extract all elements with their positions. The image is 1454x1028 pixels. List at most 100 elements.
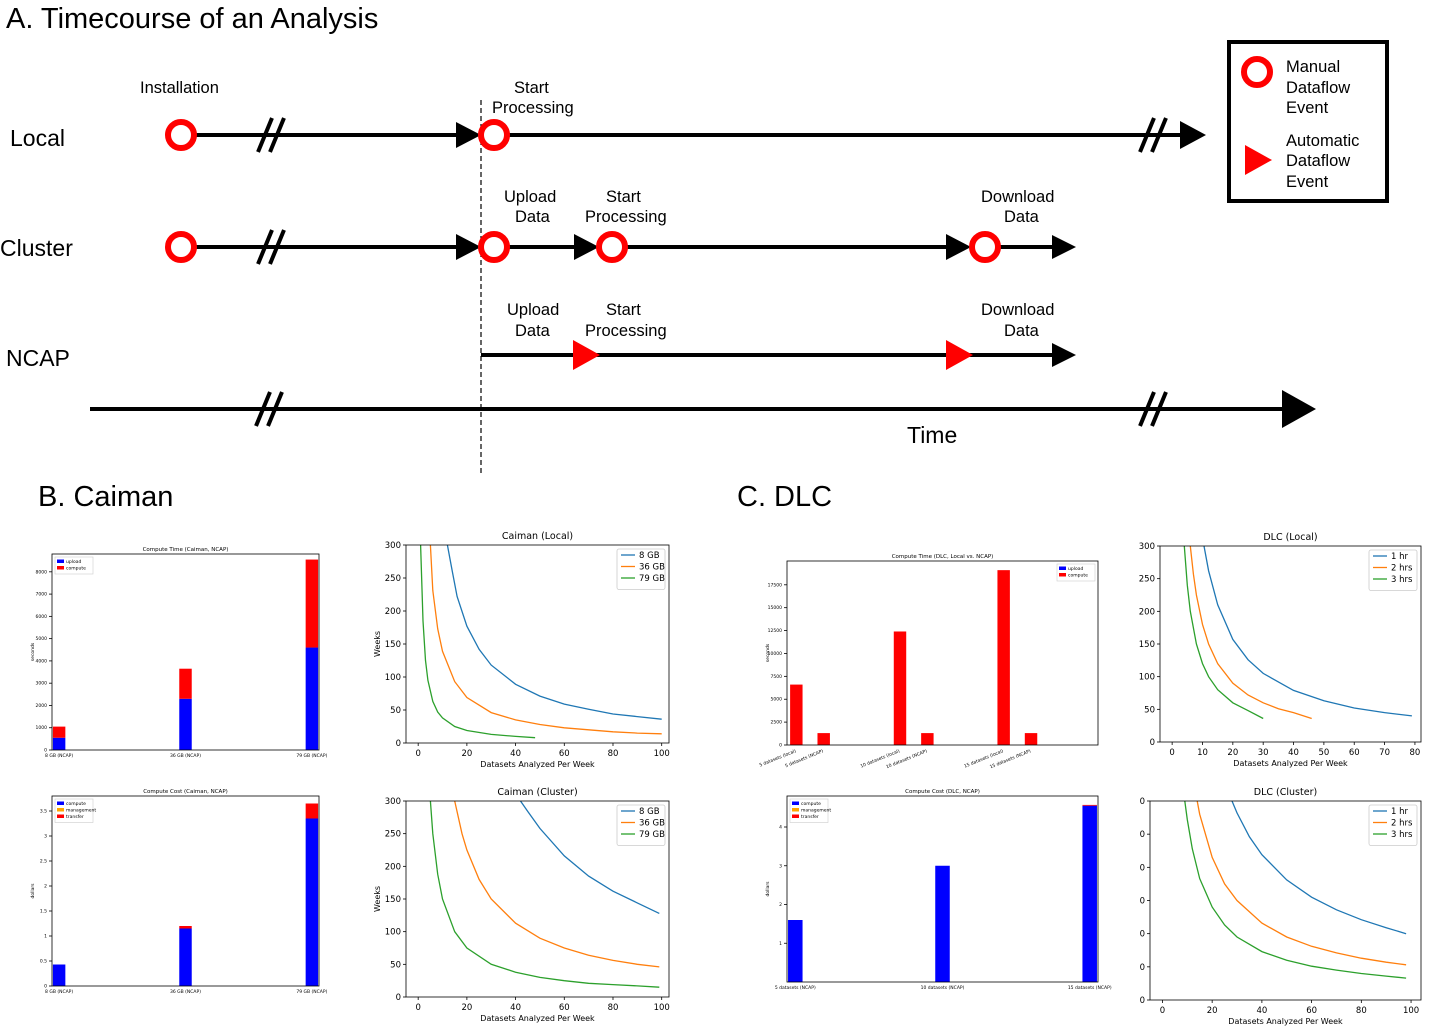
arrow-icon xyxy=(1052,343,1076,367)
legend-swatch xyxy=(792,801,799,805)
event-upload: Upload xyxy=(507,301,559,319)
legend-box xyxy=(789,798,829,823)
chart-title: Compute Time (Caiman, NCAP) xyxy=(143,547,229,553)
x-tick-label: 70 xyxy=(1379,748,1390,758)
plot-frame xyxy=(51,553,320,751)
timeline-legend xyxy=(1227,40,1389,203)
event-installation: Installation xyxy=(140,79,219,97)
x-tick-label: 79 GB (NCAP) xyxy=(296,989,327,995)
arrow-icon xyxy=(456,122,481,148)
x-tick-label: 10 xyxy=(1197,748,1208,758)
x-tick-label: 100 xyxy=(654,1003,670,1013)
bar-compute xyxy=(52,964,66,986)
bar-upload xyxy=(305,647,319,750)
break-mark-icon xyxy=(256,229,286,265)
bar-compute xyxy=(935,865,950,982)
bar-compute xyxy=(997,570,1010,745)
arrow-icon xyxy=(1052,235,1076,259)
legend-box xyxy=(1368,804,1418,846)
event-download: Download xyxy=(981,188,1054,206)
y-tick-label: 150 xyxy=(1139,640,1155,650)
plot-frame xyxy=(51,795,320,987)
legend-automatic-2: Dataflow xyxy=(1286,152,1350,170)
x-tick-label: 0 xyxy=(415,749,420,759)
event-processing: Processing xyxy=(492,99,574,117)
x-tick-label: 80 xyxy=(608,1003,619,1013)
x-tick-label: 40 xyxy=(510,749,521,759)
legend-label: 2 hrs xyxy=(1391,564,1413,574)
legend-swatch xyxy=(792,814,799,818)
y-tick-label: 300 xyxy=(385,797,401,807)
series-line-8-GB xyxy=(519,801,660,914)
event-data: Data xyxy=(515,208,551,226)
y-axis-label: Weeks xyxy=(373,631,382,657)
y-tick-label: 200 xyxy=(385,862,401,872)
bar-compute xyxy=(790,684,803,745)
y-tick-label: 0 xyxy=(779,743,782,749)
legend-label: 3 hrs xyxy=(1391,575,1413,585)
legend-label: 1 hr xyxy=(1391,552,1408,562)
y-tick-label: 150 xyxy=(385,640,401,650)
legend-label: transfer xyxy=(801,814,819,820)
series-line-79-GB xyxy=(419,545,536,739)
legend-label: 8 GB xyxy=(639,807,660,817)
y-tick-label: 1000 xyxy=(36,725,48,731)
legend-label: management xyxy=(801,808,831,814)
x-tick-label: 15 datasets (NCAP) xyxy=(1068,985,1112,991)
manual-event-icon xyxy=(969,231,1001,263)
bar-compute xyxy=(179,668,192,699)
bar-compute xyxy=(52,726,66,738)
panel-b-title: B. Caiman xyxy=(38,481,173,513)
x-axis-label: Datasets Analyzed Per Week xyxy=(480,1014,595,1023)
bar-compute xyxy=(179,928,192,986)
y-tick-label: 250 xyxy=(385,574,401,584)
y-tick-label: 300 xyxy=(385,541,401,551)
y-tick-label: 7000 xyxy=(36,592,48,598)
bar-transfer xyxy=(1082,804,1097,806)
y-tick-label: 50 xyxy=(1144,705,1155,715)
x-tick-label: 8 GB (NCAP) xyxy=(45,989,73,995)
legend-label: transfer xyxy=(66,814,84,820)
legend-manual-1: Manual xyxy=(1286,58,1340,76)
legend-label: 36 GB xyxy=(639,819,665,829)
event-start: Start xyxy=(606,301,641,319)
x-tick-label: 40 xyxy=(1256,1006,1267,1016)
panel-a-title: A. Timecourse of an Analysis xyxy=(6,3,378,35)
y-tick-label: 10000 xyxy=(768,651,782,657)
break-mark-icon xyxy=(256,117,286,153)
bar-compute xyxy=(305,559,319,648)
manual-event-icon xyxy=(478,119,510,151)
dlc-local-chart: DLC (Local) 0 50 100 150 200 250 300 0 10 20 30 40 50… xyxy=(1139,532,1422,768)
bar-transfer xyxy=(179,926,192,929)
x-tick-label: 79 GB (NCAP) xyxy=(296,753,327,759)
manual-event-icon xyxy=(165,119,197,151)
automatic-event-icon xyxy=(1245,145,1272,175)
y-tick-label: 0 xyxy=(1150,738,1155,748)
y-tick-label: 50 xyxy=(390,706,401,716)
x-tick-label: 10 datasets (NCAP) xyxy=(921,985,965,991)
y-tick-label: 4 xyxy=(779,825,782,831)
y-axis-label: Weeks xyxy=(373,886,382,912)
chart-title: Compute Cost (Caiman, NCAP) xyxy=(143,789,228,795)
arrow-icon xyxy=(574,234,599,260)
event-data: Data xyxy=(1004,208,1040,226)
plot-frame xyxy=(1149,800,1422,1001)
legend-label: upload xyxy=(66,559,81,565)
bar-compute xyxy=(921,733,934,745)
caiman-local-chart: Caiman (Local) 0 50 100 150 200 250 300 Weeks 0 20… xyxy=(373,531,670,769)
legend-swatch xyxy=(57,566,64,570)
chart-title: Compute Time (DLC, Local vs. NCAP) xyxy=(892,554,994,560)
chart-title: Caiman (Cluster) xyxy=(497,787,577,798)
y-tick-label: 3 xyxy=(779,863,782,869)
x-axis-label: Datasets Analyzed Per Week xyxy=(1233,759,1348,768)
y-tick-label: 50 xyxy=(390,960,401,970)
x-tick-label: 36 GB (NCAP) xyxy=(170,753,201,759)
x-tick-label: 40 xyxy=(1288,748,1299,758)
time-axis xyxy=(90,390,1316,428)
y-tick-label: 0 xyxy=(1140,996,1145,1006)
manual-event-icon xyxy=(1241,56,1273,88)
